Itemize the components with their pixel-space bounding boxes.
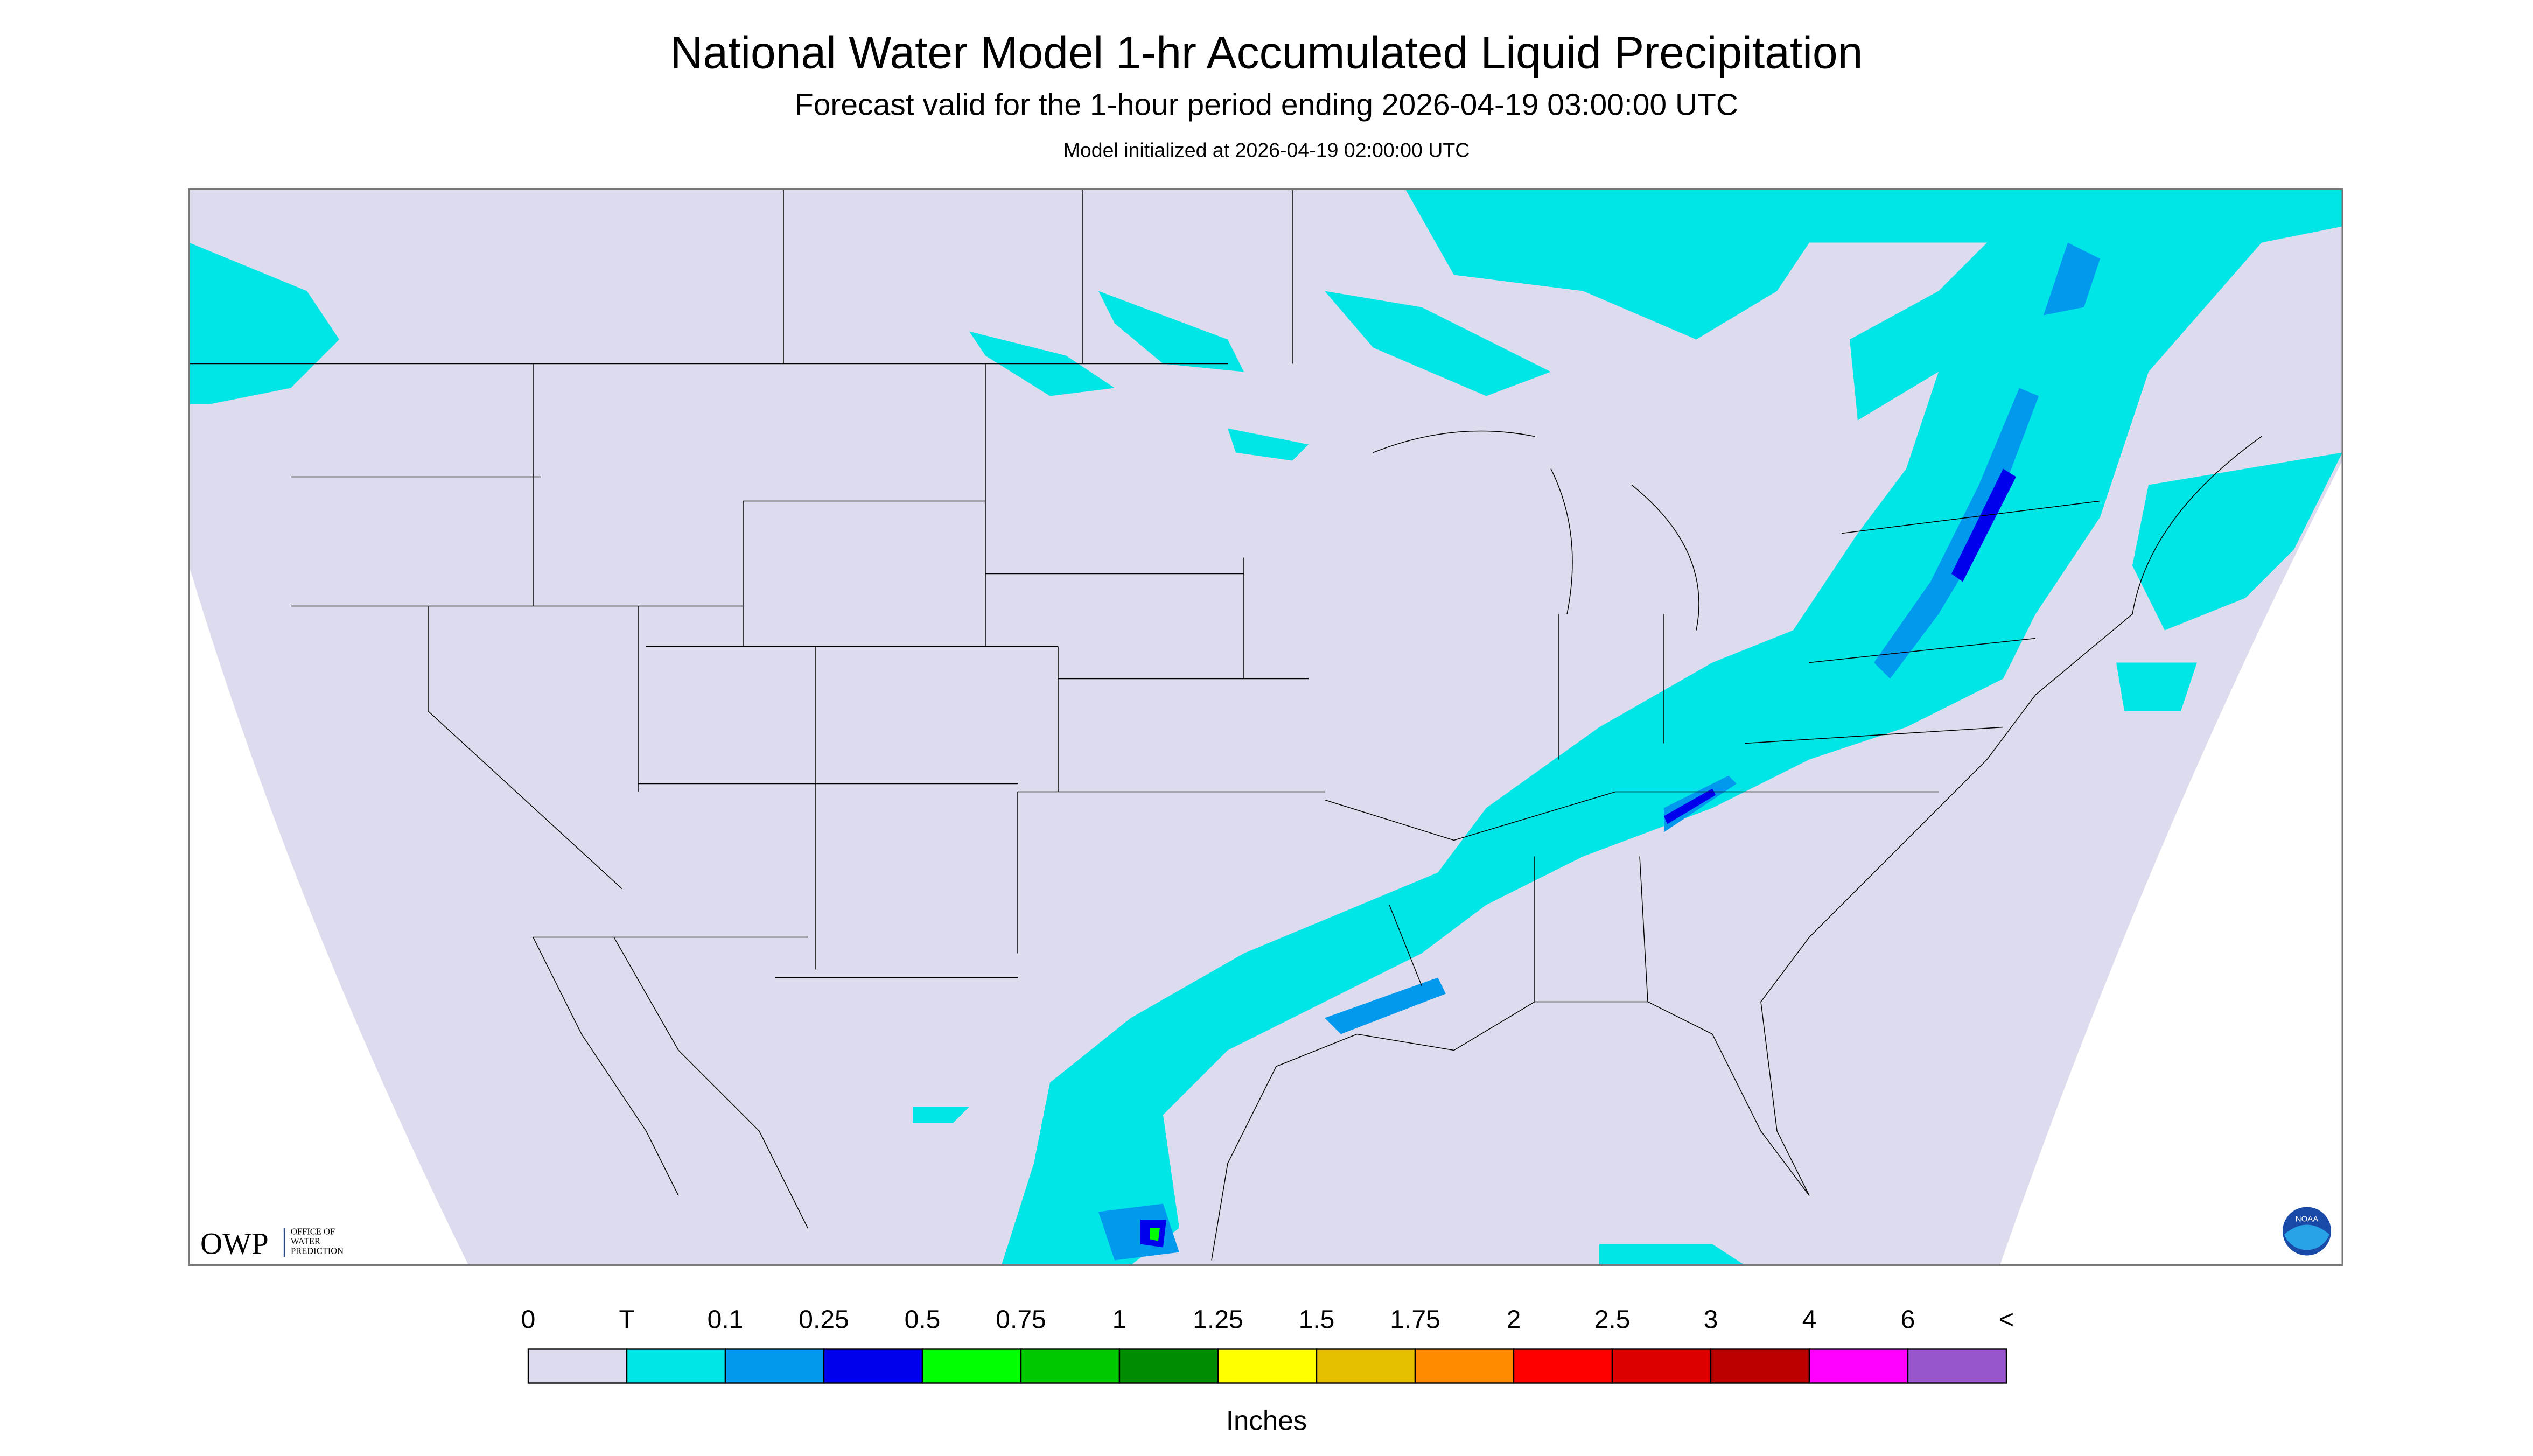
owp-logo: OWP <box>200 1227 269 1261</box>
legend-swatch <box>1611 1348 1712 1384</box>
legend-label: 2.5 <box>1594 1306 1631 1334</box>
legend-label: 3 <box>1704 1306 1718 1334</box>
precip-moderate <box>1140 468 2016 1248</box>
legend-label: 1.5 <box>1299 1306 1335 1334</box>
legend-swatch <box>1118 1348 1219 1384</box>
owp-text: WATER <box>291 1236 320 1247</box>
legend-label: 1 <box>1112 1306 1127 1334</box>
legend: 0 T 0.1 0.25 0.5 0.75 1 1.25 1.5 1.75 2 2.5 3 4 6 < <box>521 1306 2014 1384</box>
legend-swatch <box>1907 1348 2007 1384</box>
init-time: Model initialized at 2026-04-19 02:00:00… <box>1063 139 1470 162</box>
legend-label: 6 <box>1901 1306 1915 1334</box>
precip-light <box>1098 242 2100 1261</box>
noaa-logo-wave <box>2284 1224 2329 1250</box>
legend-swatch <box>1020 1348 1121 1384</box>
legend-swatch <box>823 1348 923 1384</box>
map-frame <box>188 188 2343 1266</box>
legend-label: 1.75 <box>1390 1306 1440 1334</box>
legend-label: 2 <box>1507 1306 1521 1334</box>
model-domain <box>189 189 2342 1265</box>
legend-label: < <box>1999 1306 2014 1334</box>
legend-swatch <box>724 1348 825 1384</box>
legend-swatch <box>1808 1348 1909 1384</box>
legend-label: T <box>619 1306 634 1334</box>
legend-swatch <box>1316 1348 1416 1384</box>
legend-label: 0.75 <box>996 1306 1046 1334</box>
legend-swatch <box>527 1348 628 1384</box>
noaa-label: NOAA <box>2296 1215 2319 1224</box>
legend-label: 1.25 <box>1193 1306 1243 1334</box>
legend-swatch <box>1414 1348 1515 1384</box>
subtitle: Forecast valid for the 1-hour period end… <box>795 88 1738 122</box>
legend-label: 0.5 <box>905 1306 941 1334</box>
precip-heavy <box>1150 1228 1160 1241</box>
legend-swatch <box>1217 1348 1318 1384</box>
legend-label: 0.1 <box>708 1306 744 1334</box>
legend-swatch <box>1710 1348 1810 1384</box>
legend-unit: Inches <box>1226 1405 1307 1436</box>
owp-text: OFFICE OF <box>291 1227 335 1237</box>
legend-label: 0 <box>521 1306 536 1334</box>
legend-label: 4 <box>1802 1306 1817 1334</box>
owp-text: PREDICTION <box>291 1246 344 1256</box>
title: National Water Model 1-hr Accumulated Li… <box>670 27 1863 78</box>
map: OWP OFFICE OF WATER PREDICTION NOAA <box>188 188 2343 1266</box>
legend-swatch <box>921 1348 1022 1384</box>
legend-swatch <box>626 1348 726 1384</box>
boundaries <box>189 189 2262 1261</box>
legend-label: 0.25 <box>799 1306 849 1334</box>
legend-swatch <box>1513 1348 1613 1384</box>
